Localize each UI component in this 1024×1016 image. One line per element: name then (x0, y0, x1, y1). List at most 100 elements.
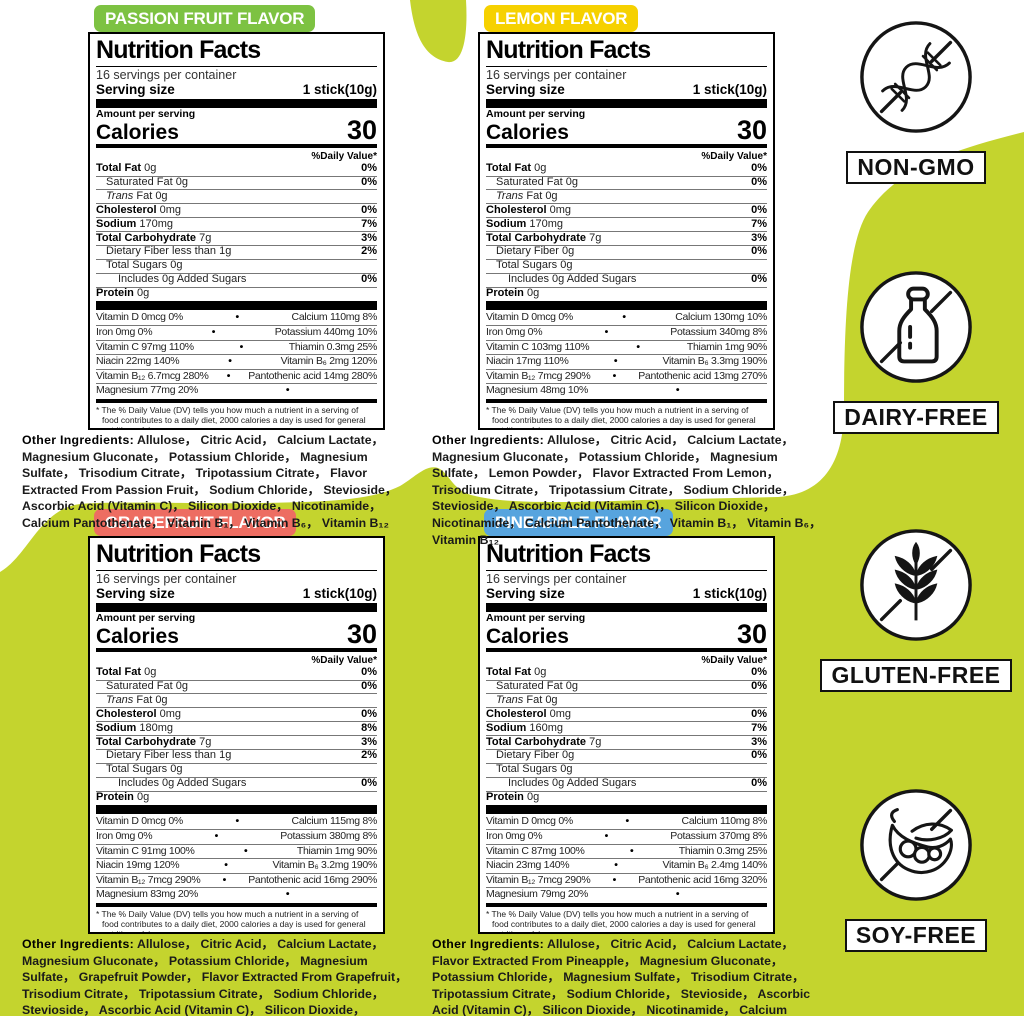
calories-label: Calories (96, 624, 179, 648)
serving-size-row: Serving size 1 stick(10g) (486, 586, 767, 602)
nutrient-row-cholesterol: Cholesterol 0mg 0% (486, 203, 767, 216)
vitamin-row: Magnesium 79mg 20% • (486, 887, 767, 902)
vitamin-row: Magnesium 83mg 20% • (96, 887, 377, 902)
vitamin-row: Vitamin C 87mg 100% • Thiamin 0.3mg 25% (486, 843, 767, 857)
daily-value-footnote: * The % Daily Value (DV) tells you how m… (96, 908, 366, 932)
vitamin-rows: Vitamin D 0mcg 0% • Calcium 115mg 8% Iron … (96, 815, 377, 901)
flavor-badge: LEMON FLAVOR (484, 5, 639, 32)
bullet: • (604, 326, 609, 339)
amount-per-serving-label: Amount per serving (486, 107, 586, 120)
calories-label: Calories (96, 120, 179, 144)
divider-bar (486, 902, 767, 907)
vitamin-row: Magnesium 77mg 20% • (96, 383, 377, 398)
serving-size-label: Serving size (96, 82, 175, 98)
calories-value: 30 (346, 115, 377, 146)
dairy-free-label: DAIRY-FREE (833, 401, 999, 434)
nutrient-row-dietary-fiber: Dietary Fiber 0g 0% (486, 244, 767, 259)
ingredients-grapefruit: Other Ingredients: Allulose， Citric Acid… (22, 936, 424, 1016)
nutrient-row-total-sugars: Total Sugars 0g (486, 762, 767, 777)
nutrient-row-sodium: Sodium 170mg 7% (96, 217, 377, 230)
bullet: • (612, 873, 617, 886)
calories-value: 30 (736, 115, 767, 146)
nutrition-facts-title: Nutrition Facts (96, 541, 377, 571)
serving-size-value: 1 stick(10g) (692, 586, 767, 602)
divider-bar (486, 301, 767, 311)
ingredients-passion-fruit: Other Ingredients: Allulose， Citric Acid… (22, 432, 424, 532)
vitamin-rows: Vitamin D 0mcg 0% • Calcium 110mg 8% Iron … (486, 815, 767, 901)
bullet: • (629, 844, 634, 857)
serving-size-row: Serving size 1 stick(10g) (96, 82, 377, 98)
serving-size-value: 1 stick(10g) (302, 82, 377, 98)
vitamin-row: Vitamin C 103mg 110% • Thiamin 1mg 90% (486, 339, 768, 353)
bullet: • (244, 844, 248, 857)
nutrition-facts-panel: Nutrition Facts 16 servings per containe… (478, 536, 775, 934)
serving-size-row: Serving size 1 stick(10g) (486, 82, 767, 98)
nutrient-row-total-sugars: Total Sugars 0g (96, 258, 377, 273)
divider-bar (96, 398, 377, 403)
nutrient-row-carbohydrate: Total Carbohydrate 7g 3% (96, 231, 377, 244)
bullet: • (239, 340, 244, 353)
servings-per-container: 16 servings per container (486, 572, 627, 586)
calories-row: Calories 30 (486, 115, 767, 146)
ingredients-text: Allulose， Citric Acid， Calcium Lactate， … (22, 937, 408, 1016)
vitamin-row: Vitamin D 0mcg 0% • Calcium 110mg 8% (486, 815, 767, 828)
nutrient-row-added-sugars: Includes 0g Added Sugars 0% (96, 776, 377, 791)
nutrient-row-total-fat: Total Fat 0g 0% (486, 666, 767, 679)
bullet: • (636, 340, 640, 353)
ingredients-heading: Other Ingredients: (22, 937, 134, 951)
flavor-badge: GRAPEFRUIT FLAVOR (94, 509, 297, 536)
divider-bar (486, 647, 767, 652)
vitamin-row: Vitamin C 91mg 100% • Thiamin 1mg 90% (96, 843, 377, 857)
nutrient-row-trans-fat: Trans Fat 0g (96, 189, 377, 203)
bullet: • (285, 384, 290, 397)
divider-bar (96, 805, 377, 815)
bullet: • (604, 830, 609, 843)
calories-row: Calories 30 (96, 115, 377, 146)
flavor-badge: PINEAPPLE FLAVOR (484, 509, 673, 536)
bullet: • (214, 830, 219, 843)
wheat-crossed-icon (860, 529, 972, 641)
daily-value-footnote: * The % Daily Value (DV) tells you how m… (96, 404, 366, 428)
vitamin-row: Vitamin B₁₂ 7mcg 290% • Pantothenic acid 1… (486, 872, 767, 886)
bullet: • (614, 859, 618, 872)
nutrition-facts-panel: Nutrition Facts 16 servings per containe… (88, 32, 385, 430)
serving-size-label: Serving size (486, 82, 565, 98)
divider-bar (486, 143, 767, 148)
bullet: • (625, 815, 630, 828)
bullet: • (675, 384, 680, 397)
nutrient-row-protein: Protein 0g (486, 286, 767, 301)
amount-per-serving-label: Amount per serving (96, 107, 196, 120)
ingredients-text: Allulose， Citric Acid， Calcium Lactate， … (432, 937, 811, 1016)
vitamin-row: Magnesium 48mg 10% • (486, 383, 767, 398)
serving-size-value: 1 stick(10g) (302, 586, 377, 602)
ingredients-pineapple: Other Ingredients: Allulose， Citric Acid… (432, 936, 832, 1016)
nutrient-row-protein: Protein 0g (96, 286, 377, 301)
nutrition-facts-title: Nutrition Facts (96, 37, 377, 67)
divider-bar (486, 602, 767, 612)
bullet: • (235, 311, 240, 324)
divider-bar (96, 902, 377, 907)
nutrient-row-sodium: Sodium 180mg 8% (96, 721, 377, 734)
divider-bar (96, 98, 377, 108)
nutrition-facts-title: Nutrition Facts (486, 541, 767, 571)
vitamin-row: Niacin 23mg 140% • Vitamin B₆ 2.4mg 140% (486, 858, 768, 872)
label-grapefruit: GRAPEFRUIT FLAVOR Nutrition Facts 16 ser… (88, 509, 388, 934)
label-lemon: LEMON FLAVOR Nutrition Facts 16 servings… (478, 5, 778, 430)
servings-per-container: 16 servings per container (96, 68, 237, 82)
serving-size-row: Serving size 1 stick(10g) (96, 586, 377, 602)
nutrient-row-total-sugars: Total Sugars 0g (486, 258, 767, 273)
calories-row: Calories 30 (486, 621, 767, 648)
servings-per-container: 16 servings per container (96, 572, 237, 586)
vitamin-row: Iron 0mg 0% • Potassium 440mg 10% (96, 325, 377, 339)
serving-size-label: Serving size (96, 586, 175, 602)
nutrient-rows: Total Fat 0g 0% Saturated Fat 0g 0% Tran… (486, 666, 767, 805)
serving-size-value: 1 stick(10g) (692, 82, 767, 98)
vitamin-row: Vitamin B₁₂ 7mcg 290% • Pantothenic acid 1… (486, 368, 767, 382)
soy-free-label: SOY-FREE (844, 919, 988, 952)
bullet: • (226, 369, 231, 382)
divider-bar (96, 602, 377, 612)
calories-row: Calories 30 (96, 621, 377, 648)
vitamin-row: Iron 0mg 0% • Potassium 340mg 8% (486, 325, 768, 339)
nutrition-facts-title: Nutrition Facts (486, 37, 767, 67)
divider-bar (96, 647, 377, 652)
